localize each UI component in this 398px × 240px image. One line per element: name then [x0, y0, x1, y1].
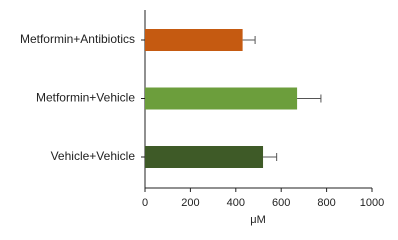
- x-tick-label: 800: [317, 197, 335, 209]
- x-axis-label: μM: [250, 214, 266, 226]
- x-tick-label: 0: [142, 197, 148, 209]
- error-bar: [263, 153, 278, 161]
- bar: [145, 146, 264, 168]
- y-tick-label: Metformin+Vehicle: [36, 91, 135, 105]
- error-bar: [297, 94, 322, 103]
- x-tick-label: 200: [181, 197, 199, 209]
- y-tick-label: Vehicle+Vehicle: [51, 149, 136, 163]
- y-tick-label: Metformin+Antibiotics: [20, 32, 135, 46]
- x-tick-label: 1000: [360, 197, 384, 209]
- x-tick-label: 400: [227, 197, 245, 209]
- bar: [145, 87, 298, 110]
- error-bar: [242, 36, 256, 44]
- bar: [145, 29, 243, 51]
- x-tick-label: 600: [272, 197, 290, 209]
